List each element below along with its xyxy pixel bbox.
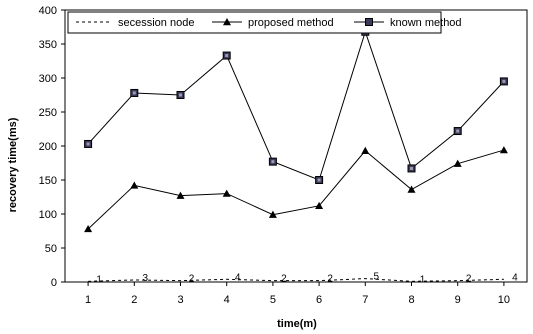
y-tick-label: 200 bbox=[39, 141, 57, 153]
series-line-known-method bbox=[87, 30, 505, 181]
y-tick-label: 0 bbox=[51, 277, 57, 289]
data-label-secession-node: 2 bbox=[327, 274, 333, 285]
point-highlight-known-method bbox=[86, 142, 90, 146]
x-tick-label: 2 bbox=[131, 294, 137, 306]
point-proposed-method bbox=[268, 210, 277, 218]
point-highlight-known-method bbox=[271, 160, 275, 164]
y-tick-label: 250 bbox=[39, 107, 57, 119]
series-line-secession-node bbox=[88, 278, 504, 282]
x-tick-label: 7 bbox=[362, 294, 368, 306]
y-axis-title: recovery time(ms) bbox=[7, 117, 19, 212]
y-tick-label: 350 bbox=[39, 39, 57, 51]
point-highlight-known-method bbox=[132, 91, 136, 95]
x-tick-label: 8 bbox=[408, 294, 414, 306]
data-label-secession-node: 5 bbox=[374, 272, 380, 283]
x-tick-label: 10 bbox=[498, 294, 510, 306]
data-label-secession-node: 3 bbox=[143, 273, 149, 284]
point-proposed-method bbox=[361, 146, 370, 154]
point-proposed-method bbox=[315, 201, 324, 210]
legend-label-proposed-method: proposed method bbox=[248, 17, 334, 29]
data-label-secession-node: 2 bbox=[189, 274, 195, 285]
point-proposed-method bbox=[453, 159, 462, 167]
point-proposed-method bbox=[84, 224, 93, 233]
data-label-secession-node: 1 bbox=[420, 274, 426, 285]
x-tick-label: 1 bbox=[85, 294, 91, 306]
point-proposed-method bbox=[130, 181, 139, 189]
x-tick-label: 5 bbox=[270, 294, 276, 306]
plot-area-border bbox=[64, 9, 528, 283]
legend-box bbox=[67, 11, 442, 34]
point-highlight-known-method bbox=[456, 129, 460, 133]
x-tick-label: 6 bbox=[316, 294, 322, 306]
series-line-proposed-method bbox=[87, 149, 505, 230]
legend-label-secession-node: secession node bbox=[118, 17, 194, 29]
x-tick-label: 4 bbox=[224, 294, 230, 306]
point-highlight-known-method bbox=[225, 54, 229, 58]
legend-marker-known-method bbox=[365, 18, 373, 26]
data-label-secession-node: 1 bbox=[96, 274, 102, 285]
x-tick-label: 3 bbox=[177, 294, 183, 306]
point-proposed-method bbox=[499, 146, 508, 154]
y-tick-label: 100 bbox=[39, 209, 57, 221]
point-proposed-method bbox=[222, 189, 231, 197]
data-label-secession-node: 4 bbox=[512, 272, 518, 283]
y-tick-label: 150 bbox=[39, 175, 57, 187]
point-proposed-method bbox=[176, 191, 185, 199]
y-tick-label: 300 bbox=[39, 73, 57, 85]
point-highlight-known-method bbox=[410, 166, 413, 170]
x-tick-label: 9 bbox=[455, 294, 461, 306]
point-highlight-known-method bbox=[502, 79, 506, 83]
data-label-secession-node: 2 bbox=[466, 274, 472, 285]
legend-label-known-method: known method bbox=[390, 17, 462, 29]
y-tick-label: 50 bbox=[45, 243, 57, 255]
x-axis-title: time(m) bbox=[277, 318, 317, 330]
data-label-secession-node: 2 bbox=[281, 274, 287, 285]
legend-marker-proposed-method bbox=[223, 18, 231, 26]
y-tick-label: 400 bbox=[39, 5, 57, 17]
data-label-secession-node: 4 bbox=[235, 272, 241, 283]
point-highlight-known-method bbox=[179, 93, 182, 97]
point-proposed-method bbox=[407, 185, 416, 193]
point-highlight-known-method bbox=[317, 178, 321, 182]
